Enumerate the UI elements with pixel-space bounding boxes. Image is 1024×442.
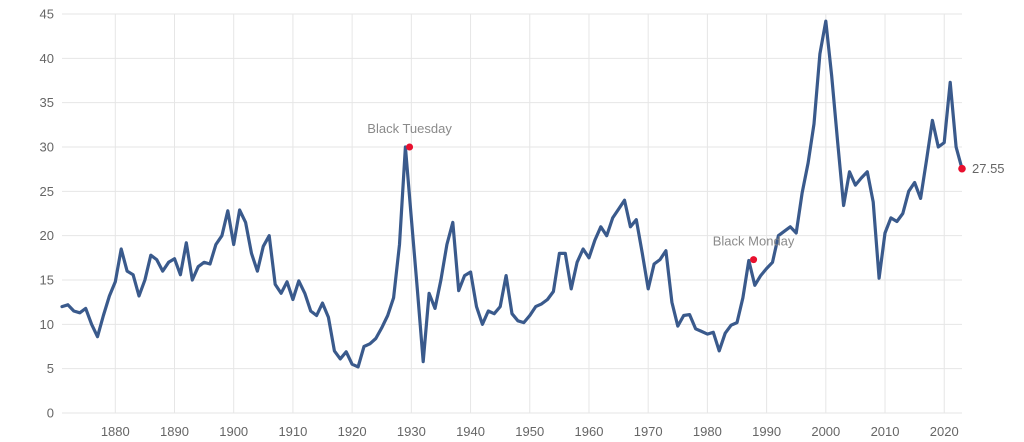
x-tick-label: 1940 [456,424,485,439]
y-tick-label: 15 [40,273,54,288]
y-tick-label: 5 [47,361,54,376]
series [60,19,964,369]
x-tick-label: 1960 [575,424,604,439]
x-tick-label: 2010 [871,424,900,439]
y-tick-label: 30 [40,140,54,155]
y-tick-label: 45 [40,7,54,22]
annotation-point [406,143,414,151]
end-value-label: 27.55 [972,161,1005,176]
x-tick-label: 2000 [811,424,840,439]
annotation-point [750,256,758,264]
x-tick-label: 1880 [101,424,130,439]
grid [62,13,962,414]
x-tick-label: 1920 [338,424,367,439]
x-tick-label: 1910 [278,424,307,439]
x-tick-label: 1900 [219,424,248,439]
x-tick-label: 1990 [752,424,781,439]
x-tick-label: 1930 [397,424,426,439]
y-tick-label: 10 [40,317,54,332]
y-tick-label: 25 [40,184,54,199]
series-line [60,19,964,369]
y-tick-label: 20 [40,228,54,243]
annotation-label: Black Monday [713,234,795,249]
y-tick-label: 0 [47,406,54,421]
x-tick-label: 1950 [515,424,544,439]
end-point [958,164,966,173]
annotation-label: Black Tuesday [367,121,452,136]
x-tick-label: 1980 [693,424,722,439]
annotations: Black Tuesday Black Monday 27.55 [367,121,1005,264]
x-tick-label: 1970 [634,424,663,439]
y-tick-label: 40 [40,51,54,66]
x-tick-label: 1890 [160,424,189,439]
y-tick-label: 35 [40,95,54,110]
x-axis: 1880 1890 1900 1910 1920 1930 1940 1950 1960 1970… [101,424,959,439]
x-tick-label: 2020 [930,424,959,439]
y-axis: 0 5 10 15 20 25 30 35 40 45 [40,7,54,421]
